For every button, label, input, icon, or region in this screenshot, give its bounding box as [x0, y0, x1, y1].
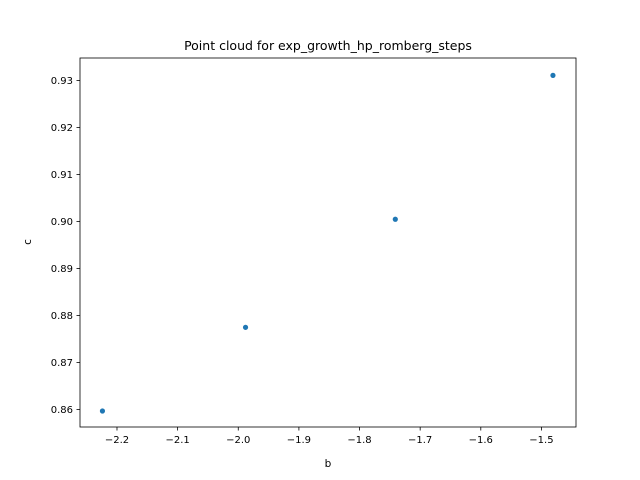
data-point [392, 216, 398, 222]
x-tick-label: −1.9 [287, 435, 311, 446]
chart-title: Point cloud for exp_growth_hp_romberg_st… [184, 38, 472, 53]
y-axis-label: c [22, 239, 34, 245]
y-tick-label: 0.92 [51, 123, 73, 134]
y-tick-label: 0.87 [51, 358, 73, 369]
x-axis-ticks: −2.2 −2.1 −2.0 −1.9 −1.8 −1.7 −1.6 −1.5 [105, 427, 554, 446]
data-points [99, 72, 556, 414]
y-tick-label: 0.91 [51, 170, 73, 181]
x-tick-label: −1.5 [529, 435, 553, 446]
x-axis-label: b [325, 458, 332, 470]
x-tick-label: −1.6 [469, 435, 493, 446]
plot-area-frame [79, 57, 577, 428]
y-tick-label: 0.88 [51, 311, 73, 322]
data-point [550, 72, 556, 78]
x-tick-label: −1.7 [408, 435, 432, 446]
x-tick-label: −2.0 [226, 435, 250, 446]
data-point [99, 408, 106, 414]
y-tick-label: 0.93 [51, 76, 73, 87]
y-tick-label: 0.89 [51, 264, 73, 275]
x-tick-label: −2.1 [165, 435, 189, 446]
x-tick-label: −1.8 [347, 435, 371, 446]
y-tick-label: 0.90 [51, 217, 73, 228]
x-tick-label: −2.2 [105, 435, 129, 446]
y-tick-label: 0.86 [51, 405, 73, 416]
y-axis-ticks: 0.86 0.87 0.88 0.89 0.90 0.91 0.92 0.93 [51, 76, 80, 416]
data-point [242, 324, 249, 330]
